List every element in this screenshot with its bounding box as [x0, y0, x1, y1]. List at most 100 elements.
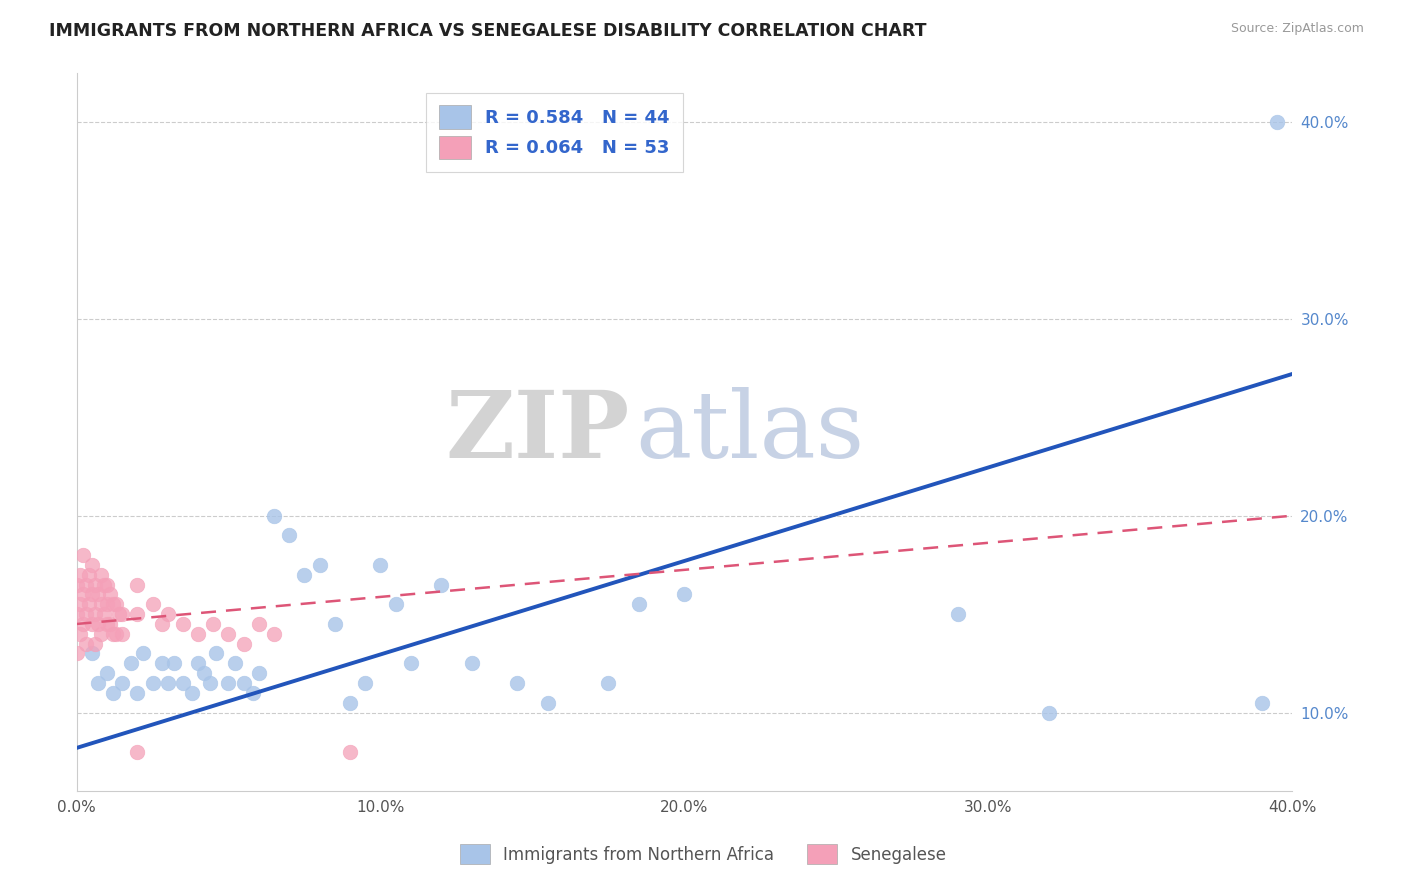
Point — [384, 597, 406, 611]
Point — [93, 577, 115, 591]
Point — [69, 567, 91, 582]
Point — [132, 647, 155, 661]
Point — [1250, 696, 1272, 710]
Point — [87, 587, 110, 601]
Point — [80, 558, 103, 572]
Point — [339, 696, 361, 710]
Point — [202, 617, 225, 632]
Point — [224, 657, 246, 671]
Point — [108, 607, 131, 621]
Point — [98, 617, 121, 632]
Point — [354, 676, 377, 690]
Point — [150, 617, 173, 632]
Point — [80, 587, 103, 601]
Point — [187, 657, 209, 671]
Point — [127, 745, 149, 759]
Point — [80, 617, 103, 632]
Point — [399, 657, 422, 671]
Point — [247, 666, 270, 681]
Text: atlas: atlas — [636, 387, 865, 477]
Point — [205, 647, 228, 661]
Point — [247, 617, 270, 632]
Legend: Immigrants from Northern Africa, Senegalese: Immigrants from Northern Africa, Senegal… — [453, 838, 953, 871]
Point — [263, 508, 285, 523]
Point — [90, 627, 112, 641]
Point — [163, 657, 186, 671]
Point — [72, 587, 94, 601]
Point — [156, 607, 179, 621]
Point — [90, 567, 112, 582]
Point — [127, 577, 149, 591]
Point — [111, 607, 134, 621]
Point — [72, 548, 94, 562]
Point — [172, 617, 194, 632]
Point — [75, 637, 97, 651]
Point — [1265, 115, 1288, 129]
Point — [181, 686, 204, 700]
Point — [80, 647, 103, 661]
Point — [278, 528, 301, 542]
Point — [75, 577, 97, 591]
Point — [69, 597, 91, 611]
Point — [536, 696, 558, 710]
Point — [101, 597, 124, 611]
Point — [83, 607, 105, 621]
Point — [83, 577, 105, 591]
Point — [127, 607, 149, 621]
Point — [141, 597, 163, 611]
Point — [96, 597, 118, 611]
Point — [96, 666, 118, 681]
Point — [460, 657, 482, 671]
Point — [172, 676, 194, 690]
Point — [105, 597, 128, 611]
Point — [308, 558, 330, 572]
Point — [93, 607, 115, 621]
Point — [111, 627, 134, 641]
Point — [77, 597, 100, 611]
Point — [69, 627, 91, 641]
Point — [111, 676, 134, 690]
Point — [87, 617, 110, 632]
Point — [323, 617, 346, 632]
Point — [141, 676, 163, 690]
Point — [193, 666, 215, 681]
Point — [263, 627, 285, 641]
Point — [65, 647, 87, 661]
Point — [339, 745, 361, 759]
Point — [96, 577, 118, 591]
Point — [83, 637, 105, 651]
Point — [200, 676, 222, 690]
Point — [77, 567, 100, 582]
Point — [98, 587, 121, 601]
Text: Source: ZipAtlas.com: Source: ZipAtlas.com — [1230, 22, 1364, 36]
Point — [506, 676, 529, 690]
Point — [187, 627, 209, 641]
Point — [101, 686, 124, 700]
Point — [65, 577, 87, 591]
Point — [242, 686, 264, 700]
Point — [96, 617, 118, 632]
Point — [105, 627, 128, 641]
Point — [90, 597, 112, 611]
Text: ZIP: ZIP — [446, 387, 630, 477]
Point — [218, 676, 240, 690]
Point — [120, 657, 142, 671]
Point — [101, 627, 124, 641]
Point — [673, 587, 696, 601]
Text: IMMIGRANTS FROM NORTHERN AFRICA VS SENEGALESE DISABILITY CORRELATION CHART: IMMIGRANTS FROM NORTHERN AFRICA VS SENEG… — [49, 22, 927, 40]
Point — [627, 597, 650, 611]
Point — [1038, 706, 1060, 720]
Point — [156, 676, 179, 690]
Point — [430, 577, 453, 591]
Point — [232, 676, 254, 690]
Point — [294, 567, 316, 582]
Point — [150, 657, 173, 671]
Point — [75, 607, 97, 621]
Point — [232, 637, 254, 651]
Point — [65, 607, 87, 621]
Point — [370, 558, 392, 572]
Legend: R = 0.584   N = 44, R = 0.064   N = 53: R = 0.584 N = 44, R = 0.064 N = 53 — [426, 93, 683, 171]
Point — [72, 617, 94, 632]
Point — [946, 607, 969, 621]
Point — [598, 676, 620, 690]
